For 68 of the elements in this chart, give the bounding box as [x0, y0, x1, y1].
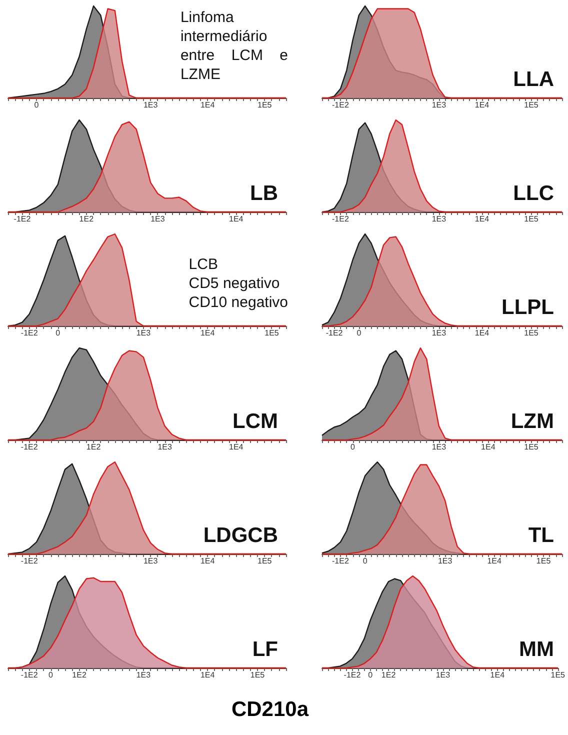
- annotation: LZM: [510, 410, 554, 433]
- x-tick-label: -1E2: [332, 214, 350, 224]
- x-tick-label: 0: [368, 670, 374, 680]
- x-tick-label: 1E3: [150, 214, 166, 224]
- x-tick-label: 1E3: [143, 100, 158, 110]
- x-tick-label: 1E4: [474, 100, 490, 110]
- x-tick-label: 1E5: [524, 442, 539, 452]
- x-tick-label: 1E4: [490, 670, 506, 680]
- x-tick-label: 1E5: [524, 100, 539, 110]
- annotation: LLPL: [502, 296, 554, 319]
- x-tick-label: 1E5: [550, 670, 566, 680]
- x-tick-label: 1E3: [432, 328, 447, 338]
- x-tick-label: 0: [48, 670, 54, 680]
- annotation: LLA: [513, 68, 554, 91]
- x-tick-label: 0: [356, 328, 362, 338]
- x-tick-label: 1E2: [72, 670, 87, 680]
- annotation: LLC: [513, 182, 554, 205]
- x-tick-label: 1E4: [228, 214, 244, 224]
- x-tick-label: 0: [56, 328, 61, 338]
- annotation: LF: [252, 638, 278, 661]
- x-tick-label: 1E5: [524, 328, 539, 338]
- x-tick-label: 1E2: [79, 214, 94, 224]
- x-tick-label: -1E2: [20, 556, 38, 566]
- x-tick-label: 0: [350, 442, 356, 452]
- x-tick-label: 1E3: [432, 442, 447, 452]
- x-tick-label: 1E5: [536, 556, 552, 566]
- x-tick-label: 1E3: [436, 670, 451, 680]
- x-tick-label: -1E2: [326, 328, 344, 338]
- x-tick-label: 1E3: [158, 442, 172, 452]
- x-tick-label: 1E3: [136, 328, 152, 338]
- x-tick-label: 1E4: [200, 100, 216, 110]
- annotation: TL: [528, 524, 554, 547]
- x-tick-label: 1E4: [200, 328, 216, 338]
- annotation: LCB CD5 negativo CD10 negativo: [188, 256, 288, 311]
- x-tick-label: -1E2: [332, 556, 350, 566]
- x-tick-label: 1E4: [228, 442, 244, 452]
- x-tick-label: 0: [34, 100, 40, 110]
- x-tick-label: 1E2: [86, 442, 102, 452]
- text: CD210a: [231, 698, 309, 722]
- x-tick-label: 1E2: [381, 670, 396, 680]
- x-tick-label: 1E5: [258, 556, 272, 566]
- x-tick-label: -1E2: [344, 670, 362, 680]
- x-tick-label: 0: [362, 556, 368, 566]
- x-tick-label: 1E5: [258, 100, 272, 110]
- x-tick-label: 1E4: [481, 442, 496, 452]
- x-tick-label: -1E2: [332, 100, 350, 110]
- x-tick-label: 1E5: [250, 670, 266, 680]
- x-tick-label: -1E2: [20, 328, 38, 338]
- x-tick-label: -1E2: [20, 670, 38, 680]
- x-tick-label: 1E5: [264, 328, 280, 338]
- x-tick-label: 1E4: [474, 214, 490, 224]
- annotation: LCM: [232, 410, 278, 433]
- x-tick-label: -1E2: [14, 214, 32, 224]
- x-tick-label: 1E3: [432, 100, 447, 110]
- x-tick-label: 1E4: [474, 328, 490, 338]
- x-tick-label: 1E3: [136, 670, 152, 680]
- x-tick-label: 1E5: [524, 214, 539, 224]
- x-tick-label: 1E3: [432, 214, 447, 224]
- x-tick-label: 1E4: [200, 670, 216, 680]
- x-tick-label: 1E4: [487, 556, 502, 566]
- x-tick-label: 1E4: [200, 556, 216, 566]
- x-tick-label: 1E3: [438, 556, 453, 566]
- annotation: LDGCB: [203, 524, 278, 547]
- annotation: LB: [250, 182, 278, 205]
- annotation: MM: [519, 638, 554, 661]
- x-tick-label: 1E3: [143, 556, 158, 566]
- x-tick-label: -1E2: [20, 442, 38, 452]
- annotation: Linfoma intermediário entre LCM e LZME: [180, 9, 288, 83]
